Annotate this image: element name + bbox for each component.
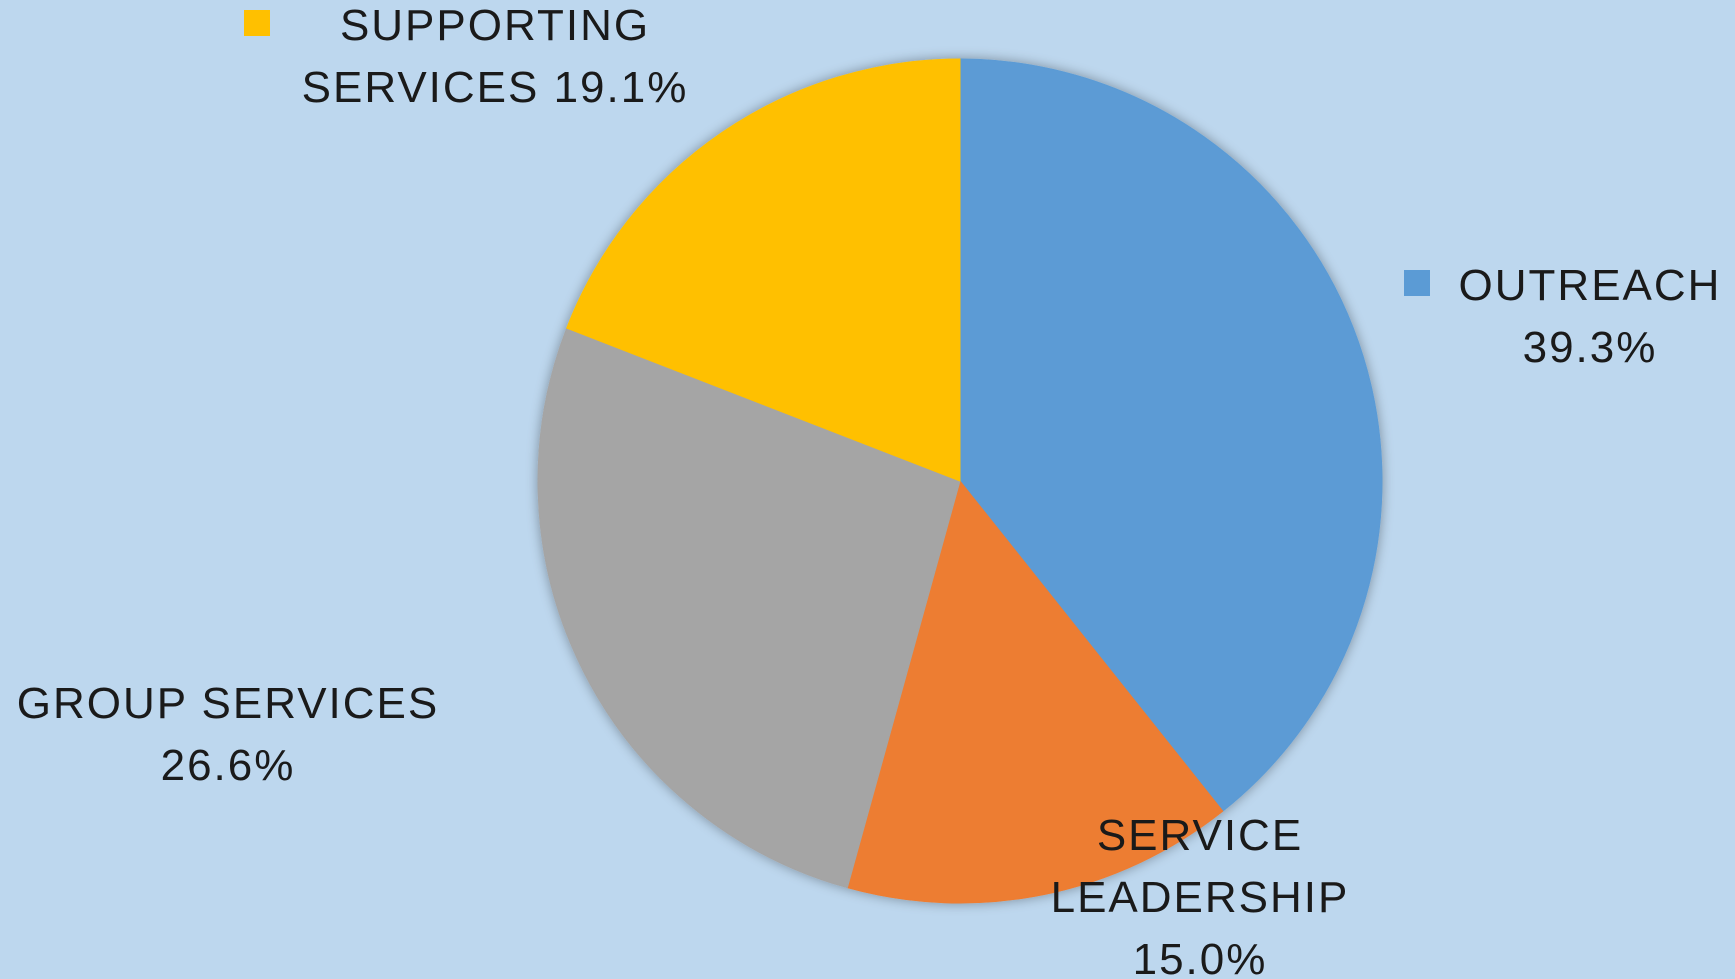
legend-marker-3: [244, 10, 270, 36]
pie-slice-1: [846, 479, 1224, 904]
slice-label-3-line-0: SUPPORTING: [340, 1, 650, 50]
pie-slice-3: [566, 58, 961, 482]
slice-label-0-line-1: 39.3%: [1523, 323, 1658, 372]
pie-slice-2: [537, 327, 961, 889]
slice-label-1-line-2: 15.0%: [1133, 935, 1268, 979]
pie-slices: [537, 58, 1383, 904]
slice-label-1-line-1: LEADERSHIP: [1051, 873, 1350, 922]
pie-labels: OUTREACH 39.3% SERVICE LEADERSHIP 15.0% GROUP…: [17, 1, 1722, 979]
slice-label-1-line-0: SERVICE: [1097, 811, 1303, 860]
pie-slice-0: [959, 58, 1383, 812]
slice-label-2-line-0: GROUP SERVICES: [17, 679, 440, 728]
legend-marker-0: [1404, 270, 1430, 296]
slice-label-0-line-0: OUTREACH: [1459, 261, 1722, 310]
slice-label-0: OUTREACH 39.3%: [1404, 261, 1722, 372]
slice-label-1: SERVICE LEADERSHIP 15.0%: [1051, 811, 1350, 979]
slice-label-3: SUPPORTING SERVICES 19.1%: [244, 1, 689, 112]
slice-label-3-line-1: SERVICES 19.1%: [302, 63, 689, 112]
slice-label-2: GROUP SERVICES 26.6%: [17, 679, 440, 790]
slice-label-2-line-1: 26.6%: [161, 741, 296, 790]
